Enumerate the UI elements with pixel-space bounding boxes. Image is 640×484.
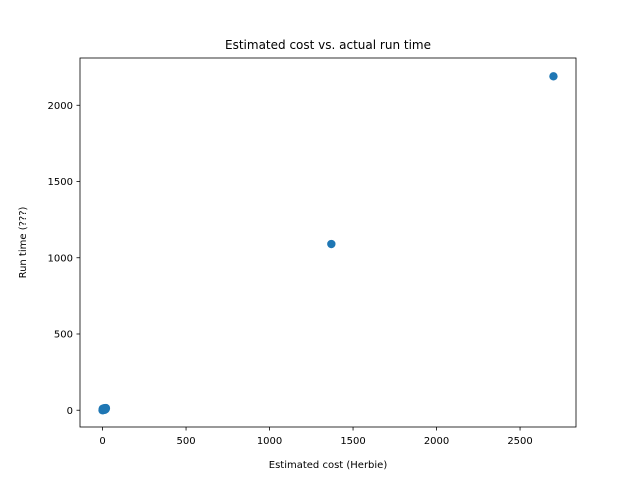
x-tick-label: 2000 bbox=[424, 436, 449, 447]
y-tick-label: 2000 bbox=[48, 101, 73, 112]
y-axis-ticks: 0 500 1000 1500 2000 bbox=[48, 101, 80, 417]
y-tick-label: 500 bbox=[54, 330, 73, 341]
chart-title: Estimated cost vs. actual run time bbox=[225, 38, 431, 52]
data-points bbox=[98, 72, 558, 415]
plot-frame bbox=[79, 57, 577, 428]
y-tick-label: 1000 bbox=[48, 253, 73, 264]
y-tick-label: 1500 bbox=[48, 177, 73, 188]
y-axis-label: Run time (???) bbox=[18, 206, 29, 278]
y-tick-label: 0 bbox=[67, 406, 73, 417]
data-point bbox=[100, 404, 109, 413]
x-tick-label: 1500 bbox=[340, 436, 365, 447]
x-tick-label: 500 bbox=[177, 436, 196, 447]
x-tick-label: 2500 bbox=[507, 436, 532, 447]
data-point bbox=[549, 72, 558, 81]
x-axis-label: Estimated cost (Herbie) bbox=[269, 460, 388, 471]
x-tick-label: 1000 bbox=[257, 436, 282, 447]
data-point bbox=[327, 239, 336, 249]
x-tick-label: 0 bbox=[99, 436, 105, 447]
x-axis-ticks: 0 500 1000 1500 2000 2500 bbox=[99, 427, 533, 447]
